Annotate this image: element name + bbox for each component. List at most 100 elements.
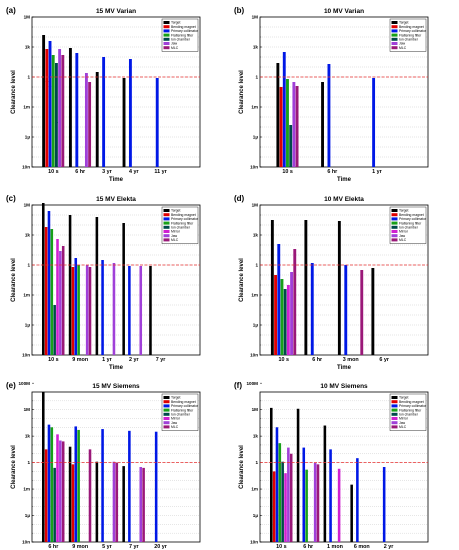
legend-entry: Jaw bbox=[399, 42, 406, 46]
bar-mlc bbox=[293, 249, 297, 355]
bar-mlc bbox=[360, 270, 364, 355]
legend-swatch bbox=[163, 213, 170, 217]
chart-title: 10 MV Elekta bbox=[324, 196, 364, 203]
x-axis-label: Time bbox=[109, 177, 124, 183]
y-tick-label: 1k bbox=[253, 45, 259, 50]
bar-flattening-filter bbox=[278, 443, 282, 542]
legend-entry: Bending magnet bbox=[171, 25, 196, 29]
bar-marker bbox=[45, 81, 49, 82]
bar-primary-collimator bbox=[101, 260, 104, 355]
legend-box bbox=[161, 206, 199, 244]
bar-marker bbox=[48, 86, 52, 87]
x-tick-label: 10 s bbox=[48, 169, 59, 175]
legend-entry: Ion chamber bbox=[171, 226, 191, 230]
legend-entry: Primary collimator bbox=[399, 217, 427, 221]
x-tick-label: 6 mon bbox=[354, 544, 370, 550]
legend-swatch bbox=[391, 425, 398, 429]
x-tick-label: 1 yr bbox=[102, 357, 112, 363]
bar-marker bbox=[54, 122, 58, 123]
y-tick-label: 100M bbox=[247, 381, 259, 386]
bar-mirror bbox=[337, 468, 341, 542]
y-tick-label: 1m bbox=[251, 293, 258, 298]
bar-primary-collimator bbox=[282, 52, 286, 167]
bar-target bbox=[41, 203, 45, 355]
bar-target bbox=[68, 446, 72, 542]
bar-bending-magnet bbox=[272, 471, 276, 542]
bar-primary-collimator bbox=[382, 467, 386, 542]
y-tick-label: 1µ bbox=[25, 513, 31, 518]
bar-primary-collimator bbox=[275, 427, 279, 542]
legend-entry: Primary collimator bbox=[171, 404, 199, 408]
bar-primary-collimator bbox=[47, 211, 51, 355]
y-tick-label: 1M bbox=[252, 15, 259, 20]
bar-mirror bbox=[56, 239, 59, 355]
legend-swatch bbox=[391, 21, 398, 24]
x-tick-label: 2 yr bbox=[384, 544, 394, 550]
x-tick-label: 6 hr bbox=[303, 544, 314, 550]
x-tick-label: 6 hr bbox=[312, 357, 323, 363]
bar-primary-collimator bbox=[327, 64, 331, 167]
bar-primary-collimator bbox=[277, 244, 281, 355]
bar-primary-collimator bbox=[372, 78, 376, 167]
bar-jaw bbox=[59, 251, 62, 355]
chart-title: 15 MV Varian bbox=[96, 8, 136, 15]
legend-entry: Ion chamber bbox=[399, 38, 419, 42]
bar-target bbox=[270, 220, 274, 355]
bar-primary-collimator bbox=[102, 57, 106, 167]
bar-mlc bbox=[115, 462, 119, 542]
y-tick-label: 10n bbox=[250, 353, 258, 358]
legend-box bbox=[389, 393, 427, 431]
chart-title: 10 MV Varian bbox=[324, 8, 364, 15]
legend-swatch bbox=[163, 46, 170, 50]
legend-entry: Mirror bbox=[171, 417, 181, 421]
legend-entry: Flattening filter bbox=[399, 408, 422, 412]
bar-jaw bbox=[58, 49, 62, 167]
bar-flattening-filter bbox=[280, 279, 284, 355]
bar-ion-chamber bbox=[281, 461, 284, 542]
bar-jaw bbox=[292, 82, 296, 167]
y-axis-label: Clearance level bbox=[239, 70, 245, 114]
bar-flattening-filter bbox=[77, 265, 80, 355]
bar-target bbox=[95, 461, 99, 542]
x-tick-label: 7 yr bbox=[156, 357, 166, 363]
y-tick-label: 1 bbox=[27, 263, 30, 268]
bar-mlc bbox=[289, 453, 293, 542]
bar-primary-collimator bbox=[302, 447, 306, 542]
legend-entry: MLC bbox=[399, 46, 407, 50]
legend-swatch bbox=[391, 421, 398, 425]
y-tick-label: 1µ bbox=[25, 323, 31, 328]
x-axis-label: Time bbox=[337, 365, 352, 371]
y-tick-label: 10n bbox=[22, 165, 30, 170]
legend-swatch bbox=[163, 404, 170, 408]
chart-panel-4: (d) 10 MV Elekta 10n 1µ 1m 1 1k 1M Clearance lev… bbox=[234, 194, 429, 371]
legend-swatch bbox=[391, 234, 398, 238]
legend-swatch bbox=[163, 217, 170, 221]
y-tick-label: 10n bbox=[22, 353, 30, 358]
bar-primary-collimator bbox=[128, 59, 132, 167]
legend-entry: MLC bbox=[171, 46, 179, 50]
legend-entry: MLC bbox=[399, 238, 407, 242]
legend-entry: Target bbox=[171, 396, 180, 400]
legend-entry: Flattening filter bbox=[171, 33, 194, 37]
legend-swatch bbox=[391, 46, 398, 50]
legend-entry: Primary collimator bbox=[171, 217, 199, 221]
x-axis-label: Time bbox=[109, 365, 124, 371]
legend-swatch bbox=[391, 209, 398, 212]
bar-target bbox=[122, 466, 125, 542]
legend-swatch bbox=[391, 412, 398, 416]
bar-mlc bbox=[316, 464, 320, 542]
bar-target bbox=[304, 220, 308, 355]
bar-primary-collimator bbox=[101, 429, 104, 542]
legend-swatch bbox=[163, 230, 170, 233]
legend-swatch bbox=[391, 408, 398, 412]
bar-bending-magnet bbox=[45, 49, 49, 167]
bar-mlc bbox=[295, 86, 299, 167]
y-axis-label: Clearance level bbox=[11, 258, 17, 302]
bar-primary-collimator bbox=[356, 458, 359, 542]
bar-primary-collimator bbox=[47, 424, 51, 542]
x-tick-label: 20 yr bbox=[154, 544, 167, 550]
bar-mirror bbox=[284, 473, 287, 542]
